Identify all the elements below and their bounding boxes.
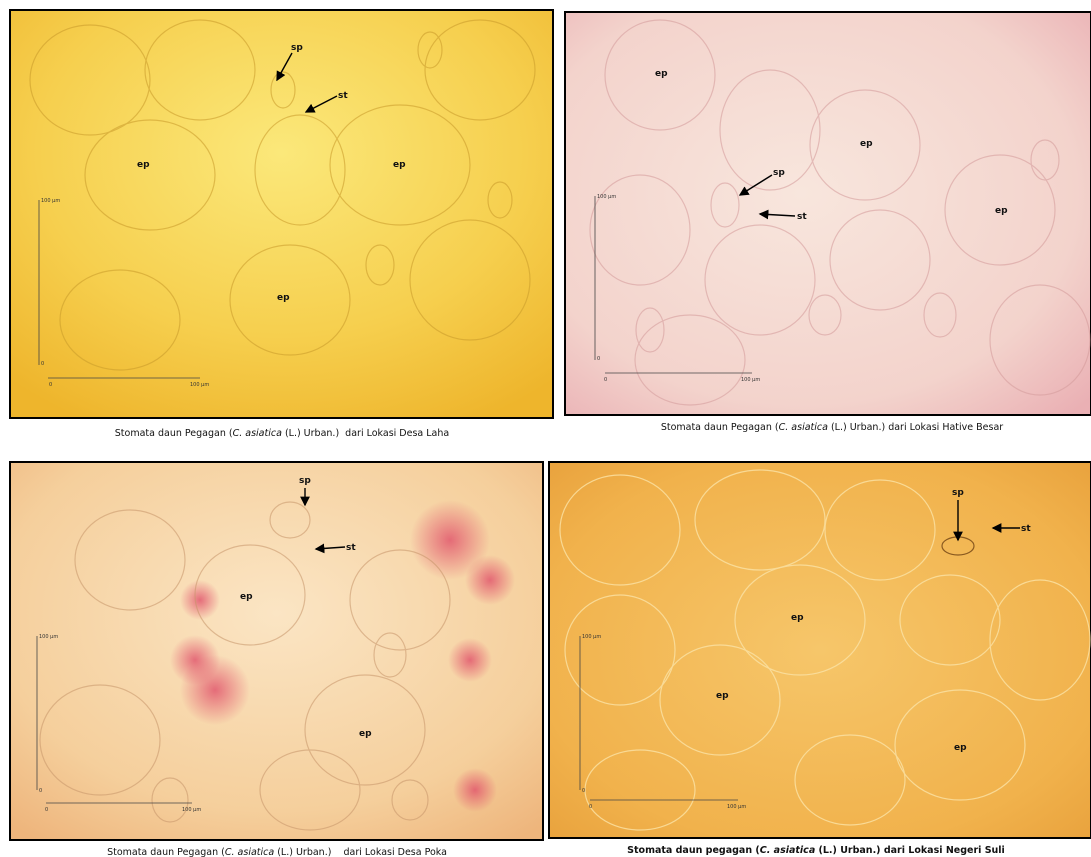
scale-label: 0	[49, 382, 52, 388]
figure: sp st ep ep ep 100 µm 0 0 100 µm Stomata…	[0, 0, 1091, 857]
caption-species: C. asiatica	[233, 428, 282, 439]
caption-text: Stomata daun Pegagan (	[661, 422, 779, 433]
scale-label: 0	[604, 377, 607, 383]
panel-4: sp st ep ep ep 100 µm 0 0 100 µm Stomata…	[549, 462, 1091, 856]
panel-1: sp st ep ep ep 100 µm 0 0 100 µm Stomata…	[10, 10, 553, 439]
caption-text: Stomata daun Pegagan (	[115, 428, 233, 439]
caption-text: (L.) Urban.) dari Lokasi Desa Laha	[282, 428, 449, 439]
caption-species: C. asiatica	[760, 845, 815, 856]
caption-species: C. asiatica	[779, 422, 828, 433]
label-ep: ep	[277, 293, 290, 303]
scale-label: 0	[39, 788, 42, 794]
scale-label: 0	[45, 807, 48, 813]
scale-label: 0	[41, 361, 44, 367]
micrograph	[549, 462, 1091, 838]
scale-label: 0	[597, 356, 600, 362]
scale-label: 100 µm	[190, 382, 209, 388]
scale-label: 100 µm	[597, 194, 616, 200]
label-ep: ep	[954, 743, 967, 753]
label-ep: ep	[655, 69, 668, 79]
label-st: st	[338, 91, 348, 101]
label-ep: ep	[791, 613, 804, 623]
label-st: st	[797, 212, 807, 222]
caption: Stomata daun pegagan (C. asiatica (L.) U…	[627, 845, 1005, 856]
panel-3: sp st ep ep 100 µm 0 0 100 µm Stomata da…	[10, 462, 543, 857]
label-st: st	[1021, 524, 1031, 534]
caption-text: Stomata daun pegagan (	[627, 845, 760, 856]
caption: Stomata daun Pegagan (C. asiatica (L.) U…	[107, 847, 447, 857]
label-sp: sp	[952, 488, 964, 498]
caption-species: C. asiatica	[225, 847, 274, 857]
label-sp: sp	[773, 168, 785, 178]
label-sp: sp	[299, 476, 311, 486]
label-st: st	[346, 543, 356, 553]
caption-text: (L.) Urban.) dari Lokasi Hative Besar	[828, 422, 1003, 433]
scale-label: 100 µm	[39, 634, 58, 640]
label-ep: ep	[716, 691, 729, 701]
caption-text: Stomata daun Pegagan (	[107, 847, 225, 857]
scale-label: 100 µm	[727, 804, 746, 810]
label-ep: ep	[995, 206, 1008, 216]
scale-label: 100 µm	[741, 377, 760, 383]
label-ep: ep	[860, 139, 873, 149]
scale-label: 0	[582, 788, 585, 794]
label-ep: ep	[359, 729, 372, 739]
scale-label: 100 µm	[182, 807, 201, 813]
label-sp: sp	[291, 43, 303, 53]
caption: Stomata daun Pegagan (C. asiatica (L.) U…	[661, 422, 1003, 433]
label-ep: ep	[240, 592, 253, 602]
caption-text: (L.) Urban.) dari Lokasi Desa Poka	[274, 847, 447, 857]
label-ep: ep	[137, 160, 150, 170]
scale-label: 100 µm	[41, 198, 60, 204]
micrograph	[565, 12, 1091, 415]
caption-text: (L.) Urban.) dari Lokasi Negeri Suli	[815, 845, 1005, 856]
panel-2: ep ep ep sp st 100 µm 0 0 100 µm Stomata…	[565, 12, 1091, 433]
scale-label: 100 µm	[582, 634, 601, 640]
caption: Stomata daun Pegagan (C. asiatica (L.) U…	[115, 428, 449, 439]
label-ep: ep	[393, 160, 406, 170]
scale-label: 0	[589, 804, 592, 810]
